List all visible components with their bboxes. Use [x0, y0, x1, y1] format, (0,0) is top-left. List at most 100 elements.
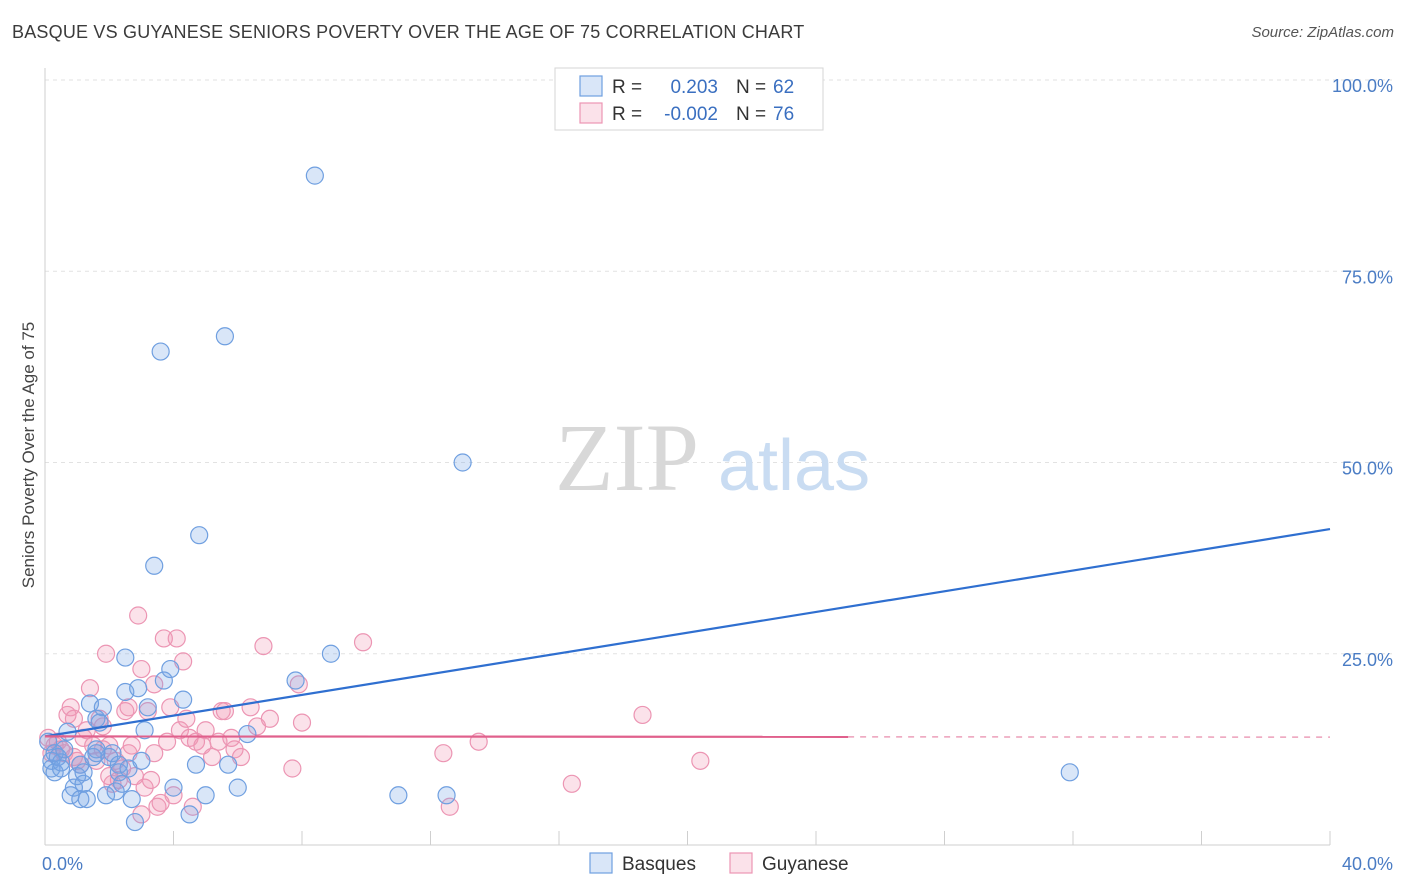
basques-point [174, 690, 193, 709]
basques-point [1060, 763, 1079, 782]
basques-point [151, 342, 170, 361]
series-legend: Basques Guyanese [589, 852, 849, 875]
basques-point [103, 744, 122, 763]
basques-point [93, 698, 112, 717]
bottom-legend-label-guyanese: Guyanese [762, 854, 849, 875]
bottom-legend-label-basques: Basques [622, 854, 696, 875]
basques-point [180, 805, 199, 824]
basques-point [122, 789, 141, 809]
guyanese-point [132, 659, 151, 679]
basques-point [389, 786, 408, 805]
watermark: ZIP atlas [555, 404, 870, 511]
basques-trend-line [44, 527, 1331, 738]
basques-point [286, 671, 305, 690]
correlation-legend: R = 0.203 N = 62 R = -0.002 N = 76 [554, 67, 824, 131]
legend-r-value-guyanese: -0.002 [664, 104, 718, 125]
guyanese-point [215, 702, 234, 721]
legend-r-label-guyanese: R = [612, 104, 642, 125]
guyanese-point [154, 629, 173, 648]
basques-point [125, 812, 145, 832]
basques-point [321, 644, 341, 663]
guyanese-point [61, 698, 80, 717]
guyanese-point [141, 770, 161, 790]
basques-point [71, 789, 90, 809]
basques-point [164, 778, 183, 797]
basques-point [190, 526, 209, 545]
watermark-atlas: atlas [718, 426, 870, 506]
legend-n-label-guyanese: N = [736, 104, 766, 125]
basques-point [77, 789, 96, 809]
guyanese-point [353, 633, 373, 652]
legend-n-label-basques: N = [736, 77, 766, 98]
guyanese-point [80, 679, 100, 698]
tick-labels: 25.0% 50.0% 75.0% 100.0% 0.0% 40.0% [42, 76, 1393, 874]
basques-point [116, 648, 135, 667]
y-tick-label: 100.0% [1332, 76, 1393, 96]
source-label: Source: ZipAtlas.com [1251, 24, 1394, 41]
basques-point [219, 755, 238, 774]
basques-point [132, 751, 151, 770]
bottom-legend-swatch-basques [589, 852, 613, 874]
watermark-zip: ZIP [555, 404, 699, 511]
grid-lines [45, 79, 1392, 655]
x-tick-label: 0.0% [42, 854, 83, 874]
basques-point [196, 786, 215, 805]
guyanese-point [164, 786, 183, 805]
guyanese-point [119, 698, 138, 717]
legend-r-value-basques: 0.203 [670, 77, 718, 98]
basques-point [109, 763, 128, 782]
basques-point [228, 778, 247, 797]
basques-point [39, 732, 58, 751]
basques-point [74, 763, 93, 782]
y-tick-label: 50.0% [1342, 459, 1393, 479]
y-tick-label: 75.0% [1342, 267, 1393, 287]
guyanese-point [434, 744, 453, 763]
y-tick-label: 25.0% [1342, 650, 1393, 670]
x-tick-label: 40.0% [1342, 854, 1393, 874]
basques-point [64, 778, 84, 797]
basques-point [55, 740, 74, 759]
axes [44, 68, 1331, 846]
basques-point [129, 679, 148, 698]
basques-point [161, 659, 180, 679]
legend-box [554, 67, 824, 131]
basques-point [96, 786, 116, 805]
basques-point [109, 755, 128, 774]
guyanese-point [96, 644, 116, 663]
guyanese-point [196, 721, 215, 740]
guyanese-point [167, 629, 186, 648]
guyanese-point [170, 721, 190, 740]
guyanese-point [122, 736, 141, 755]
basques-point [138, 698, 157, 717]
basques-point [51, 759, 71, 778]
basques-point [112, 774, 132, 793]
basques-point [145, 556, 164, 575]
guyanese-point [283, 759, 302, 778]
basques-point [238, 724, 257, 744]
guyanese-point [254, 636, 273, 656]
guyanese-point [260, 709, 279, 728]
guyanese-point [440, 797, 459, 816]
legend-n-value-guyanese: 76 [773, 104, 794, 125]
trend-lines [44, 527, 1331, 738]
guyanese-point [129, 606, 148, 625]
guyanese-point [633, 705, 652, 725]
guyanese-point [202, 747, 222, 767]
bottom-legend-swatch-guyanese [729, 852, 753, 874]
basques-point [215, 327, 234, 346]
legend-swatch-guyanese [579, 102, 603, 124]
guyanese-point [562, 774, 581, 793]
basques-point [154, 671, 173, 690]
guyanese-points [39, 606, 710, 824]
basques-point [186, 755, 206, 774]
guyanese-point [691, 751, 710, 770]
basques-points [39, 166, 1079, 832]
basques-point [87, 744, 106, 763]
basques-point [135, 721, 154, 740]
chart-title: BASQUE VS GUYANESE SENIORS POVERTY OVER … [12, 22, 805, 42]
basques-point [437, 786, 456, 805]
y-axis-title: Seniors Poverty Over the Age of 75 [19, 322, 38, 588]
basques-point [305, 166, 324, 185]
legend-swatch-basques [579, 75, 603, 97]
